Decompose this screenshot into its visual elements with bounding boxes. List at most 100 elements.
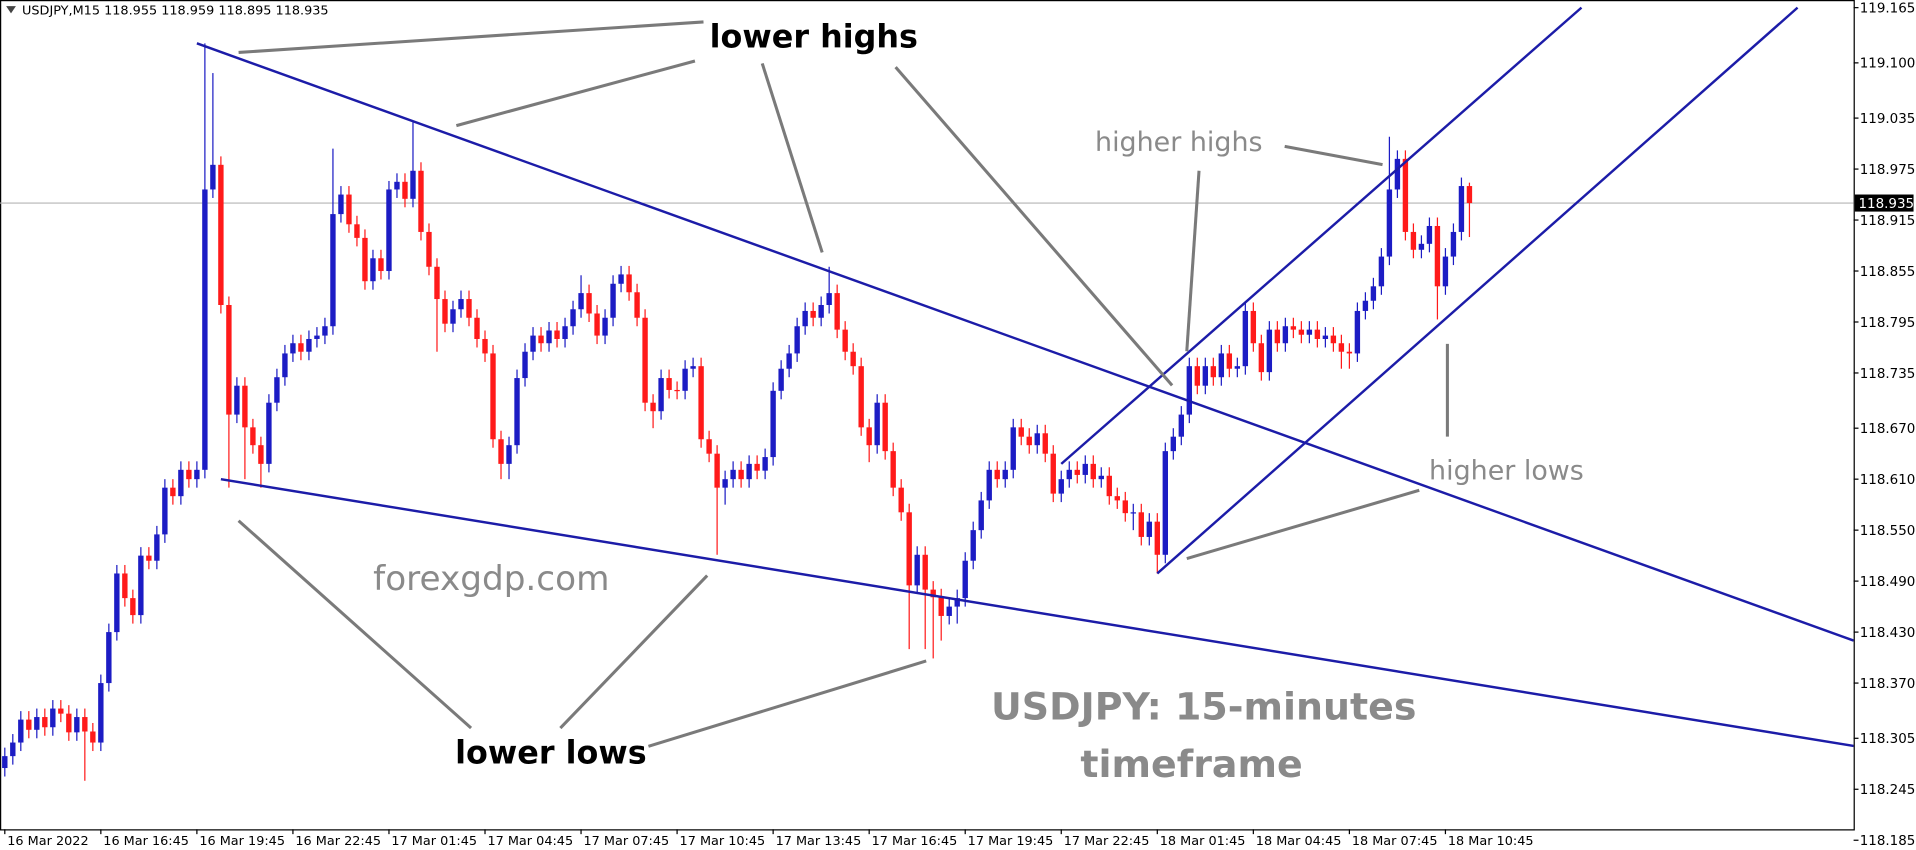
candle-body (594, 313, 600, 336)
candle-body (1130, 512, 1136, 514)
candle-body (1426, 225, 1433, 244)
candle-body (314, 335, 320, 339)
candle-body (66, 713, 72, 733)
candle-body (802, 310, 808, 327)
candle-body (698, 366, 704, 440)
candle-body (1362, 300, 1369, 311)
candle-body (1002, 469, 1008, 480)
candle-body (1114, 496, 1120, 501)
candle-body (1210, 366, 1217, 378)
candle-body (1418, 243, 1425, 250)
candle-body (642, 317, 648, 403)
candle-body (1194, 366, 1201, 386)
candle-body (938, 597, 944, 616)
candle-body (1378, 256, 1385, 287)
candle-body (1146, 521, 1152, 537)
x-tick-label: 17 Mar 22:45 (1064, 834, 1150, 849)
candle-body (442, 299, 448, 324)
candle-body (1434, 225, 1441, 287)
candle-body (242, 385, 248, 428)
candle-body (650, 402, 656, 412)
candle-body (570, 309, 576, 327)
candle-body (690, 366, 696, 369)
candle-body (1162, 451, 1168, 555)
candle-body (1298, 329, 1305, 335)
candle-body (354, 224, 360, 238)
candle-body (1170, 436, 1176, 452)
candle-body (146, 555, 152, 561)
candle-body (178, 469, 184, 497)
candle-body (338, 194, 344, 215)
candle-body (754, 463, 760, 471)
pointer-line (238, 20, 704, 54)
x-tick-label: 16 Mar 19:45 (199, 834, 285, 849)
x-tick-label: 16 Mar 16:45 (103, 834, 189, 849)
y-tick-label: 118.915 (1860, 214, 1916, 229)
candle-body (1050, 453, 1056, 494)
candle-body (1386, 189, 1393, 257)
candle-body (1346, 351, 1353, 354)
candle-body (1458, 186, 1465, 232)
candle-body (482, 338, 488, 354)
candle-body (546, 330, 552, 344)
candle-body (850, 351, 856, 367)
candle-body (1106, 475, 1112, 497)
candle-body (994, 469, 1000, 480)
candle-body (298, 343, 304, 352)
candle-body (1394, 158, 1401, 190)
candle-body (530, 335, 536, 352)
candle-body (474, 317, 480, 339)
candle-body (386, 189, 392, 272)
candle-body (226, 305, 232, 415)
candle-body (2, 756, 8, 769)
pointer-line (1284, 144, 1383, 167)
candle-body (90, 731, 96, 743)
candle-body (1250, 310, 1257, 344)
y-tick-label: 118.855 (1860, 265, 1916, 280)
candle-body (1098, 475, 1104, 480)
candle-body (962, 560, 968, 599)
candle-body (834, 293, 840, 330)
candle-body (978, 500, 984, 531)
candle-body (818, 305, 824, 318)
candle-body (866, 427, 872, 446)
x-tick-label: 18 Mar 07:45 (1352, 834, 1438, 849)
candle-body (1042, 433, 1048, 454)
candle-body (1066, 469, 1072, 480)
candle-body (682, 368, 688, 391)
candle-body (602, 317, 608, 336)
annotation: higher lows (1429, 455, 1584, 486)
candle-body (1330, 335, 1337, 344)
candle-body (610, 283, 616, 318)
x-tick-label: 16 Mar 2022 (7, 834, 88, 849)
y-tick-label: 119.100 (1860, 57, 1916, 72)
candle-body (162, 487, 168, 535)
y-tick-label: 118.490 (1860, 575, 1916, 590)
y-tick-label: 119.035 (1860, 112, 1916, 127)
candle-body (762, 457, 768, 471)
annotation: timeframe (1080, 742, 1302, 786)
candle-body (946, 606, 952, 616)
y-tick-label: 118.975 (1860, 163, 1916, 178)
candle-body (1442, 256, 1449, 287)
candle-body (234, 385, 240, 415)
y-tick-label: 118.735 (1860, 367, 1916, 382)
candle-body (82, 717, 88, 732)
candle-body (930, 589, 936, 598)
y-tick-label: 118.245 (1860, 783, 1916, 798)
menu-icon (6, 6, 16, 14)
candle-body (458, 299, 464, 310)
candle-body (706, 439, 712, 454)
candle-body (794, 326, 800, 354)
candle-body (770, 390, 776, 458)
candle-body (218, 164, 224, 306)
candle-body (658, 378, 664, 412)
price-label: 118.935 (1858, 197, 1914, 212)
y-tick-label: 118.610 (1860, 473, 1916, 488)
candle-body (202, 189, 208, 470)
candle-body (746, 463, 752, 480)
candle-body (1010, 427, 1016, 470)
candle-body (450, 309, 456, 324)
y-tick-label: 118.550 (1860, 524, 1916, 539)
candle-body (1258, 343, 1265, 373)
